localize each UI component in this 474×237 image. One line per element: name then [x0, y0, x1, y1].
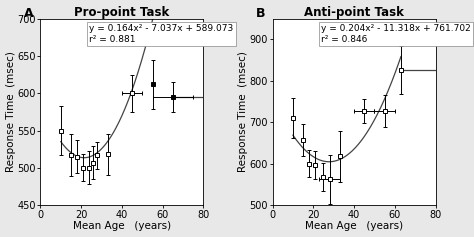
Text: A: A	[24, 7, 34, 20]
Text: y = 0.164x² - 7.037x + 589.073
r² = 0.881: y = 0.164x² - 7.037x + 589.073 r² = 0.88…	[89, 24, 234, 44]
Text: y = 0.204x² - 11.318x + 761.702
r² = 0.846: y = 0.204x² - 11.318x + 761.702 r² = 0.8…	[321, 24, 471, 44]
X-axis label: Mean Age   (years): Mean Age (years)	[305, 221, 403, 232]
Y-axis label: Response Time  (msec): Response Time (msec)	[6, 51, 16, 172]
X-axis label: Mean Age   (years): Mean Age (years)	[73, 221, 171, 232]
Y-axis label: Response Time  (msec): Response Time (msec)	[238, 51, 248, 172]
Text: B: B	[256, 7, 266, 20]
Title: Anti-point Task: Anti-point Task	[304, 5, 404, 18]
Title: Pro-point Task: Pro-point Task	[74, 5, 170, 18]
